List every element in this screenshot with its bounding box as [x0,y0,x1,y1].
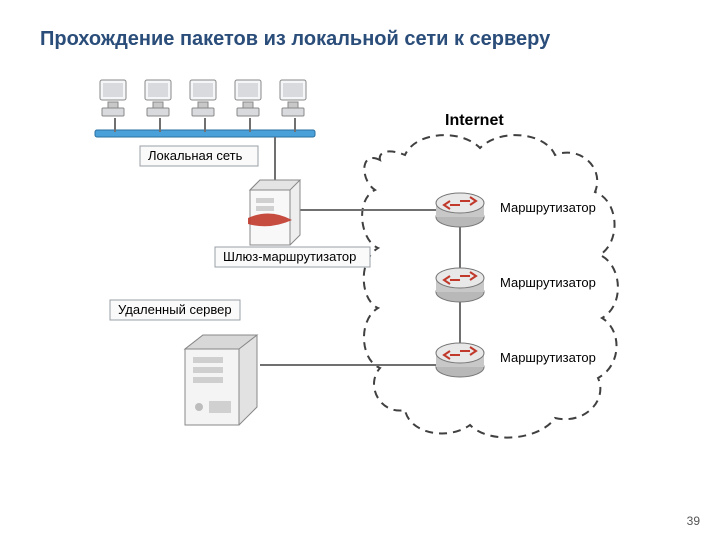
pc-icon [100,80,126,116]
pc-icon [190,80,216,116]
router3-label: Маршрутизатор [500,350,596,365]
gateway-label: Шлюз-маршрутизатор [223,249,356,264]
router2-label: Маршрутизатор [500,275,596,290]
remote-label: Удаленный сервер [118,302,232,317]
pc-icon [235,80,261,116]
router-icon [436,343,484,377]
router1-label: Маршрутизатор [500,200,596,215]
remote-server-icon [185,335,257,425]
router-icon [436,193,484,227]
router-icon [436,268,484,302]
pc-icon [280,80,306,116]
pc-icon [145,80,171,116]
lan-label: Локальная сеть [148,148,242,163]
network-diagram [0,0,720,540]
internet-label: Internet [445,112,504,130]
gateway-router-icon [248,180,300,245]
